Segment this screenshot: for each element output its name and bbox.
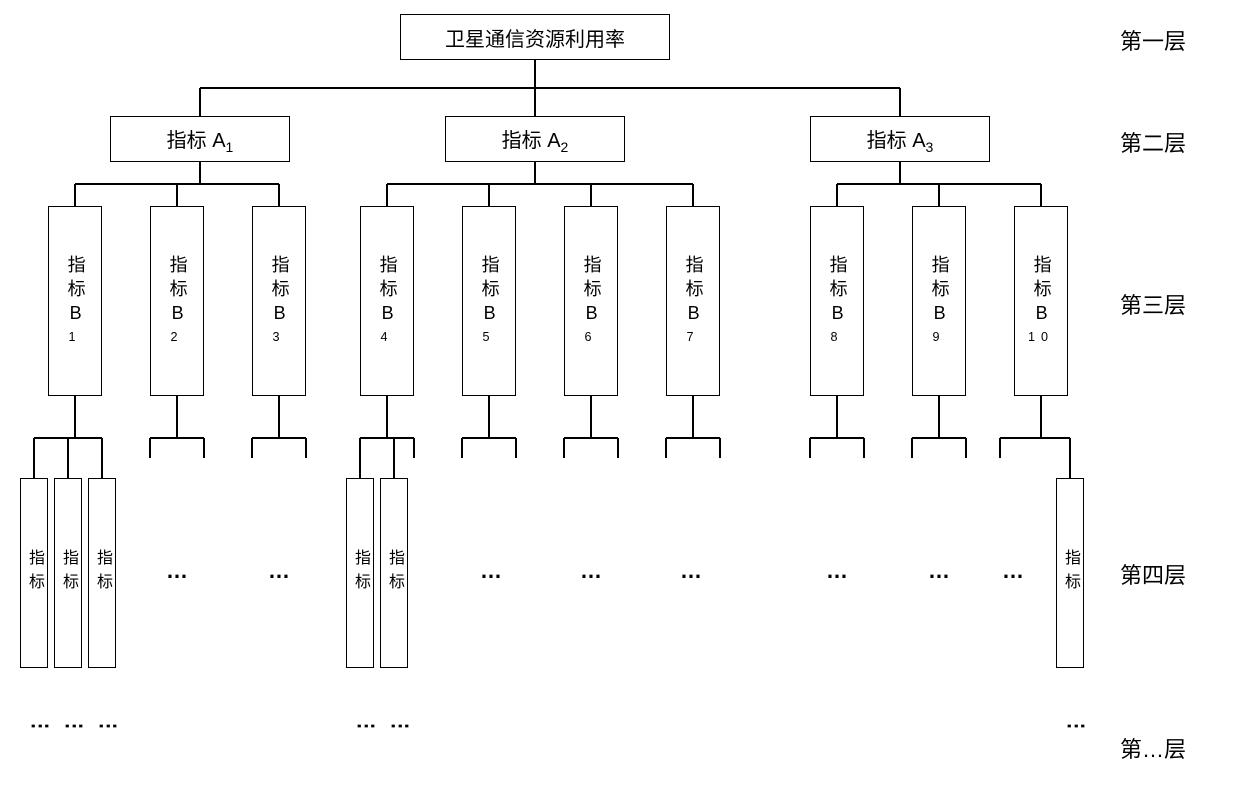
node-b4: 指标B4	[360, 206, 414, 396]
root-label: 卫星通信资源利用率	[445, 23, 625, 52]
ellipsis-icon: …	[680, 558, 704, 584]
layer-label-4: 第四层	[1120, 558, 1186, 590]
layer4-box: 指标	[1056, 478, 1084, 668]
layer4-box: 指标	[380, 478, 408, 668]
layer4-box: 指标	[346, 478, 374, 668]
ellipsis-icon: …	[1002, 558, 1026, 584]
vellipsis-icon: ⋮	[28, 716, 52, 734]
node-b5: 指标B5	[462, 206, 516, 396]
layer-label-2: 第二层	[1120, 126, 1186, 158]
node-b9: 指标B9	[912, 206, 966, 396]
vellipsis-icon: ⋮	[96, 716, 120, 734]
layer4-box: 指标	[20, 478, 48, 668]
node-b8: 指标B8	[810, 206, 864, 396]
layer-label-5: 第…层	[1120, 732, 1186, 764]
vellipsis-icon: ⋮	[62, 716, 86, 734]
ellipsis-icon: …	[826, 558, 850, 584]
root-node: 卫星通信资源利用率	[400, 14, 670, 60]
node-a3: 指标 A3	[810, 116, 990, 162]
node-a1-text: 指标 A1	[167, 124, 234, 155]
layer4-box: 指标	[88, 478, 116, 668]
node-b6: 指标B6	[564, 206, 618, 396]
ellipsis-icon: …	[166, 558, 190, 584]
node-a2: 指标 A2	[445, 116, 625, 162]
node-b2: 指标B2	[150, 206, 204, 396]
ellipsis-icon: …	[928, 558, 952, 584]
node-a3-text: 指标 A3	[867, 124, 934, 155]
vellipsis-icon: ⋮	[388, 716, 412, 734]
node-a1: 指标 A1	[110, 116, 290, 162]
vellipsis-icon: ⋮	[354, 716, 378, 734]
layer-label-1: 第一层	[1120, 24, 1186, 56]
layer4-box: 指标	[54, 478, 82, 668]
layer-label-3: 第三层	[1120, 288, 1186, 320]
ellipsis-icon: …	[268, 558, 292, 584]
ellipsis-icon: …	[580, 558, 604, 584]
ellipsis-icon: …	[480, 558, 504, 584]
node-b3: 指标B3	[252, 206, 306, 396]
node-b10: 指标B10	[1014, 206, 1068, 396]
vellipsis-icon: ⋮	[1064, 716, 1088, 734]
node-b7: 指标B7	[666, 206, 720, 396]
node-b1: 指标B1	[48, 206, 102, 396]
node-a2-text: 指标 A2	[502, 124, 569, 155]
